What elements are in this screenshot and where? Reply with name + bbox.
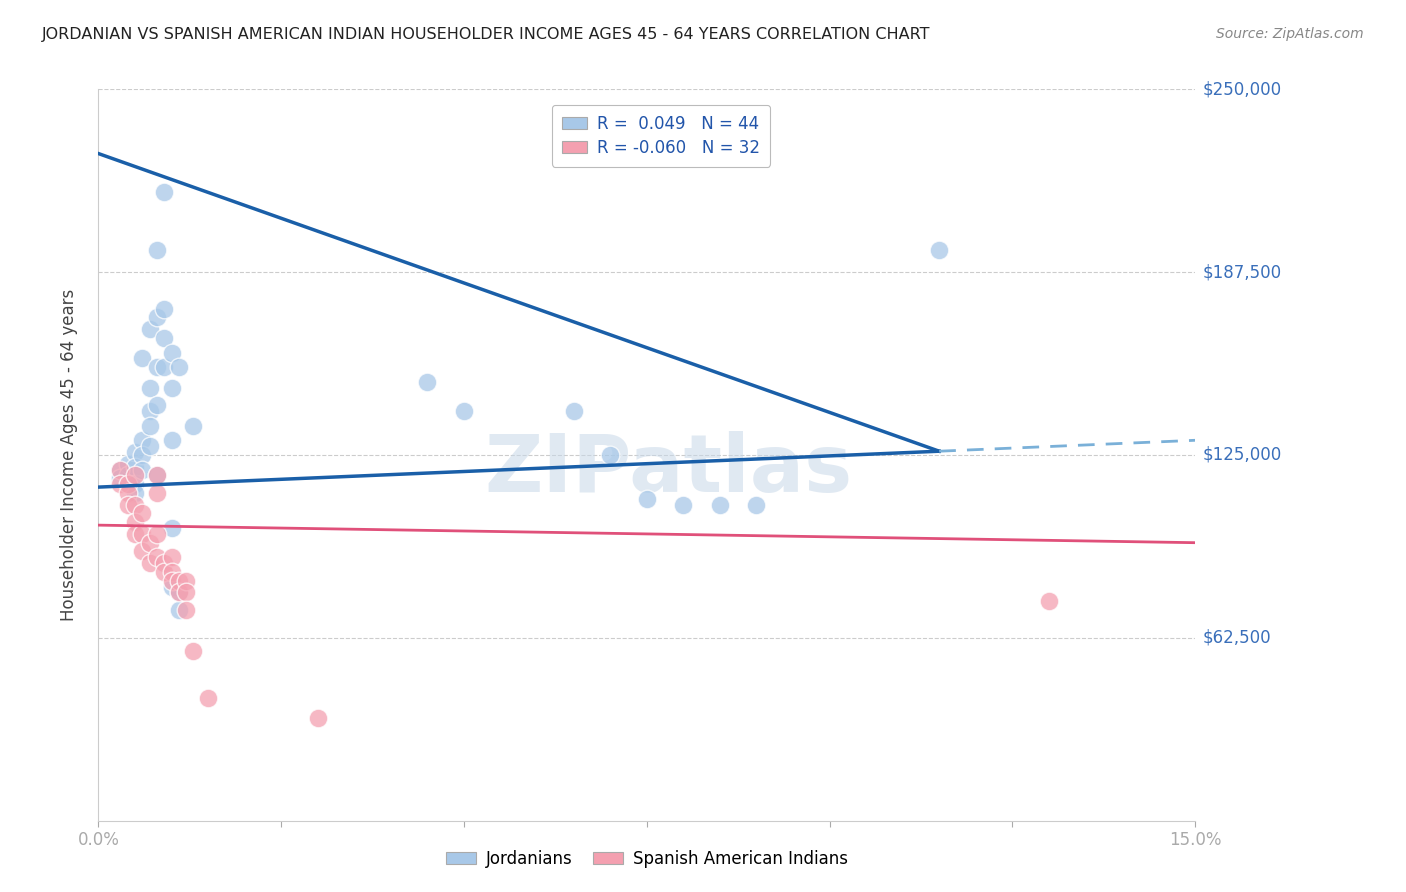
Text: $62,500: $62,500 <box>1202 629 1271 647</box>
Point <box>153 556 176 570</box>
Point <box>117 486 139 500</box>
Point <box>174 585 197 599</box>
Text: $125,000: $125,000 <box>1202 446 1281 464</box>
Point <box>124 445 146 459</box>
Point <box>636 491 658 506</box>
Point <box>153 331 176 345</box>
Point <box>146 468 169 483</box>
Legend: R =  0.049   N = 44, R = -0.060   N = 32: R = 0.049 N = 44, R = -0.060 N = 32 <box>553 105 770 167</box>
Point <box>131 462 153 476</box>
Point <box>167 360 190 375</box>
Point <box>138 381 160 395</box>
Point <box>167 585 190 599</box>
Point <box>110 477 132 491</box>
Point <box>117 468 139 483</box>
Point <box>745 498 768 512</box>
Point <box>146 527 169 541</box>
Point <box>146 486 169 500</box>
Point <box>138 418 160 433</box>
Point <box>307 711 329 725</box>
Point <box>599 448 621 462</box>
Point <box>146 398 169 412</box>
Point <box>153 301 176 316</box>
Text: $250,000: $250,000 <box>1202 80 1281 98</box>
Point <box>131 448 153 462</box>
Point <box>183 418 205 433</box>
Point <box>110 462 132 476</box>
Point <box>131 527 153 541</box>
Point <box>1038 594 1060 608</box>
Point <box>124 468 146 483</box>
Point <box>183 644 205 658</box>
Point <box>146 550 169 565</box>
Point <box>124 515 146 529</box>
Point <box>146 468 169 483</box>
Point <box>146 310 169 325</box>
Point <box>138 535 160 549</box>
Point <box>453 404 475 418</box>
Point <box>928 243 950 257</box>
Text: JORDANIAN VS SPANISH AMERICAN INDIAN HOUSEHOLDER INCOME AGES 45 - 64 YEARS CORRE: JORDANIAN VS SPANISH AMERICAN INDIAN HOU… <box>42 27 931 42</box>
Point <box>138 404 160 418</box>
Point <box>117 457 139 471</box>
Point <box>131 544 153 558</box>
Point <box>110 462 132 476</box>
Point <box>167 585 190 599</box>
Legend: Jordanians, Spanish American Indians: Jordanians, Spanish American Indians <box>439 844 855 875</box>
Point <box>160 565 183 579</box>
Point <box>153 565 176 579</box>
Point <box>167 603 190 617</box>
Point <box>138 439 160 453</box>
Point <box>124 486 146 500</box>
Text: $187,500: $187,500 <box>1202 263 1281 281</box>
Point <box>167 574 190 588</box>
Point <box>709 498 731 512</box>
Point <box>124 527 146 541</box>
Point <box>117 477 139 491</box>
Point <box>160 580 183 594</box>
Point <box>153 185 176 199</box>
Point <box>131 351 153 366</box>
Point <box>153 360 176 375</box>
Point <box>131 507 153 521</box>
Point <box>138 322 160 336</box>
Point <box>174 603 197 617</box>
Point <box>160 574 183 588</box>
Point <box>117 498 139 512</box>
Point <box>562 404 585 418</box>
Text: ZIPatlas: ZIPatlas <box>485 431 853 508</box>
Point <box>124 498 146 512</box>
Point <box>174 574 197 588</box>
Y-axis label: Householder Income Ages 45 - 64 years: Householder Income Ages 45 - 64 years <box>59 289 77 621</box>
Point <box>124 477 146 491</box>
Point <box>146 360 169 375</box>
Point <box>160 550 183 565</box>
Point <box>138 556 160 570</box>
Point <box>416 375 439 389</box>
Point <box>110 471 132 485</box>
Point <box>146 243 169 257</box>
Point <box>160 434 183 448</box>
Point <box>160 521 183 535</box>
Point <box>672 498 695 512</box>
Text: Source: ZipAtlas.com: Source: ZipAtlas.com <box>1216 27 1364 41</box>
Point <box>160 381 183 395</box>
Point <box>131 434 153 448</box>
Point <box>124 459 146 474</box>
Point <box>197 690 219 705</box>
Point <box>160 345 183 359</box>
